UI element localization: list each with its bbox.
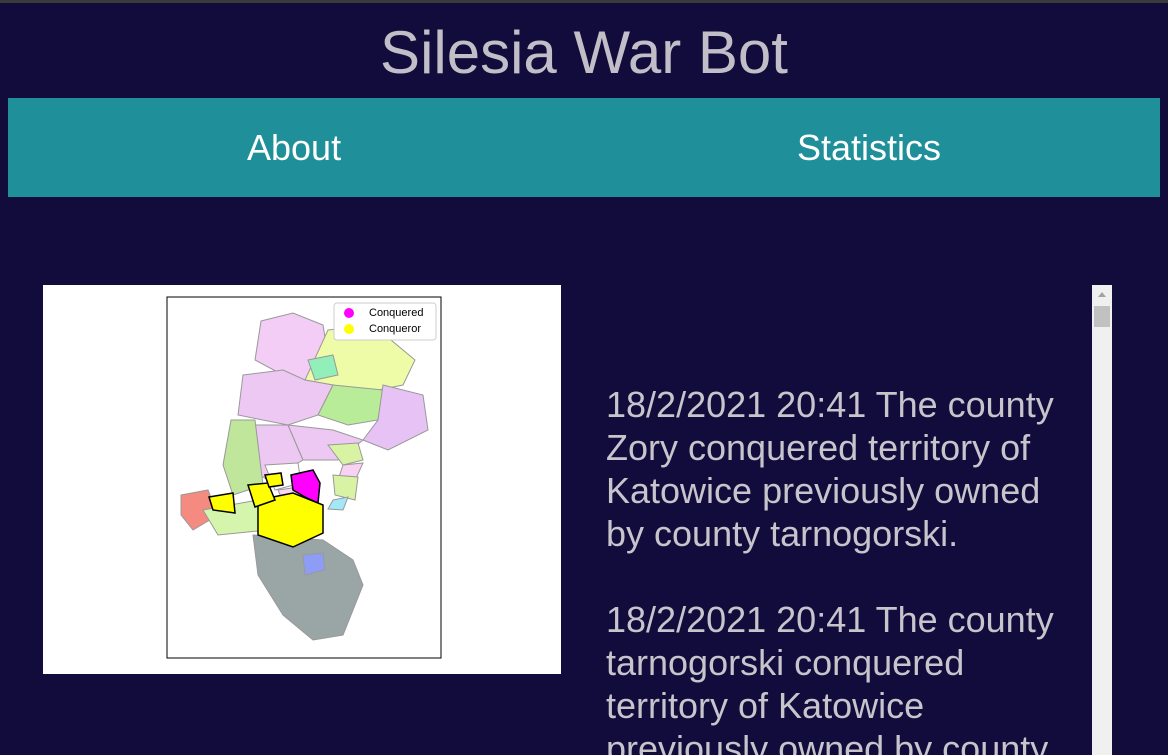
log-entry: 18/2/2021 20:41 The county tarnogorski c… bbox=[606, 599, 1054, 755]
scroll-thumb[interactable] bbox=[1094, 306, 1110, 327]
scroll-up-arrow[interactable] bbox=[1098, 292, 1106, 297]
log-entry: 18/2/2021 20:41 The county Zory conquere… bbox=[606, 384, 1054, 554]
legend-marker bbox=[344, 308, 354, 318]
nav-link[interactable]: Statistics bbox=[797, 126, 942, 168]
legend-label: Conquered bbox=[369, 307, 423, 319]
nav-link[interactable]: About bbox=[247, 126, 342, 168]
map-regions bbox=[180, 312, 429, 641]
legend-box bbox=[333, 302, 437, 341]
map-image: Conquered Conqueror bbox=[43, 285, 561, 674]
legend: Conquered Conqueror bbox=[344, 307, 423, 335]
legend-marker bbox=[344, 324, 354, 334]
legend-label: Conqueror bbox=[369, 323, 421, 335]
map-svg: Conquered Conqueror bbox=[166, 296, 442, 659]
map-highlight bbox=[208, 469, 324, 548]
nav-bar: About Statistics bbox=[8, 98, 1160, 197]
log-panel: 18/2/2021 20:41 The county Zory conquere… bbox=[590, 285, 1092, 755]
site-title: Silesia War Bot bbox=[380, 19, 788, 86]
scrollbar[interactable] bbox=[1092, 285, 1112, 755]
